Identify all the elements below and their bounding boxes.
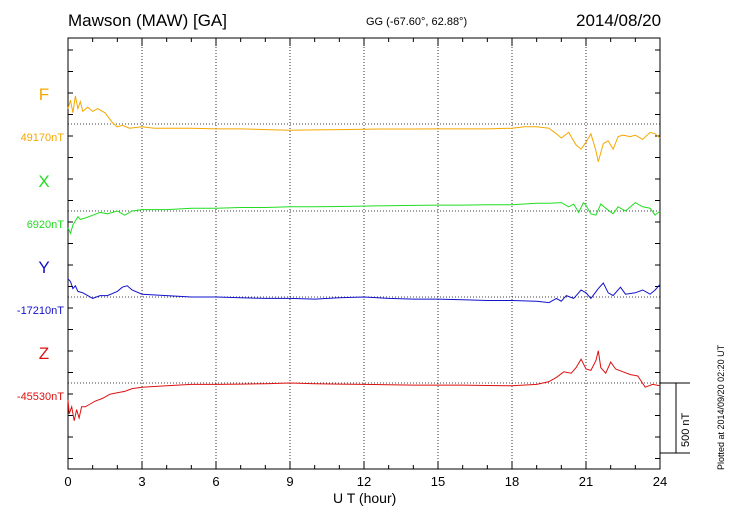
component-label-f: F [39,85,49,104]
series-line-z [67,350,661,421]
x-axis-label: U T (hour) [333,490,397,506]
baseline-value-z: -45530nT [17,391,64,403]
x-tick-label: 24 [653,474,667,489]
x-tick-label: 21 [579,474,593,489]
station-coordinates: GG (-67.60°, 62.88°) [366,16,468,28]
plotted-timestamp: Plotted at 2014/09/20 02:20 UT [716,344,726,470]
plot-date: 2014/08/20 [576,11,662,30]
x-tick-label: 0 [64,474,71,489]
x-tick-label: 3 [138,474,145,489]
x-tick-label: 18 [505,474,519,489]
series-line-x [67,201,661,235]
component-label-y: Y [38,258,49,277]
x-tick-label: 9 [286,474,293,489]
x-tick-label: 12 [357,474,371,489]
baseline-value-x: 6920nT [27,219,65,231]
x-tick-label: 6 [212,474,219,489]
component-label-x: X [38,172,49,191]
series-line-y [67,278,661,304]
component-label-z: Z [39,344,49,363]
scale-bar-label: 500 nT [680,412,692,447]
baseline-value-f: 49170nT [21,132,65,144]
baseline-value-y: -17210nT [17,305,64,317]
x-tick-label: 15 [431,474,445,489]
series-line-f [67,95,661,162]
station-title: Mawson (MAW) [GA] [68,11,227,30]
